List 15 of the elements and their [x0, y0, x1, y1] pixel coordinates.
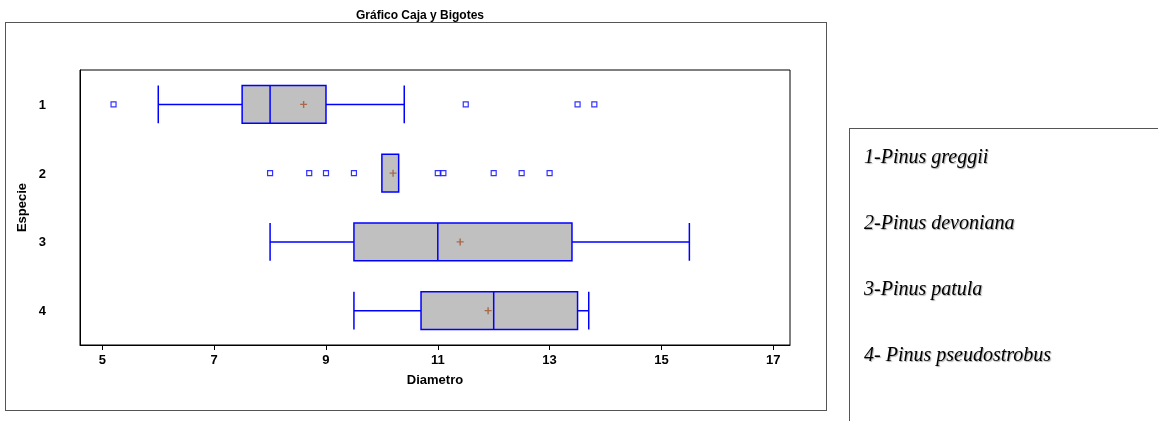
y-tick-label: 2 — [38, 165, 46, 181]
y-tick-label: 4 — [38, 303, 47, 319]
x-tick-label: 7 — [210, 352, 218, 367]
x-tick-label: 17 — [765, 352, 781, 367]
x-tick-label: 13 — [542, 352, 557, 367]
x-tick-label: 15 — [654, 352, 669, 367]
y-tick-label: 1 — [38, 96, 46, 112]
x-tick-label: 9 — [322, 352, 330, 367]
y-axis-title: Especie — [13, 182, 29, 233]
y-tick-label: 3 — [38, 234, 46, 250]
x-tick-label: 5 — [98, 352, 106, 367]
x-tick-label: 11 — [430, 352, 445, 367]
x-axis-title: Diametro — [406, 372, 464, 387]
note-box: 1-Pinus greggii 2-Pinus devoniana 3-Pinus patula 4- Pinus pseudostrobus — [849, 128, 1158, 421]
chart-title: Gráfico Caja y Bigotes — [355, 8, 485, 22]
